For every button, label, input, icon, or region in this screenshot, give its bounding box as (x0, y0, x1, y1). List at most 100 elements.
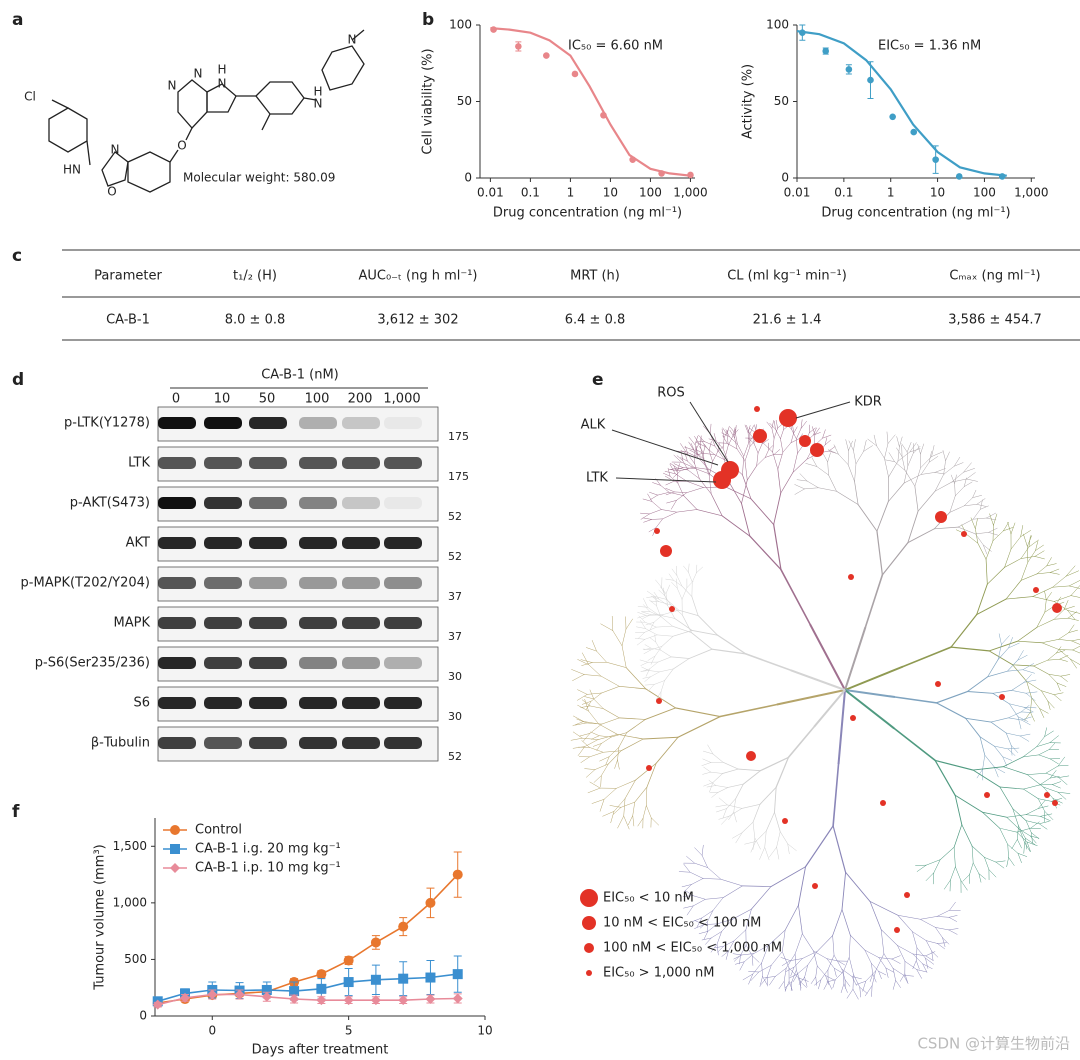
blot-marker: 52 (448, 510, 462, 523)
kinome-branch (757, 443, 763, 454)
kinome-branch (773, 449, 781, 455)
kinome-branch (742, 474, 752, 500)
kinome-branch (764, 454, 775, 458)
blot-band (158, 737, 196, 749)
blot-band (204, 617, 242, 629)
kinome-branch (934, 526, 959, 530)
kinome-branch (792, 973, 799, 982)
kinome-branch (1023, 674, 1032, 683)
kinome-branch (903, 974, 909, 984)
kinome-branch (680, 457, 688, 462)
kinome-branch (878, 970, 882, 980)
kinome-branch (1011, 839, 1018, 849)
y-axis-title: Activity (%) (741, 64, 756, 139)
kinome-branch (788, 981, 793, 991)
kinome-branch (897, 945, 906, 962)
kinome-branch (705, 897, 724, 900)
kinome-branch (750, 971, 760, 981)
kinome-branch (1038, 799, 1046, 809)
blot-band (249, 577, 287, 589)
kinome-branch (675, 578, 678, 589)
kinome-branch (828, 474, 837, 492)
kinome-branch (1007, 659, 1018, 672)
kinome-branch (681, 587, 688, 600)
kinome-branch (1058, 777, 1068, 785)
kinome-branch (848, 440, 854, 451)
kinome-branch (1026, 681, 1032, 699)
kinome-branch (610, 811, 615, 824)
blot-marker: 52 (448, 750, 462, 763)
kinome-branch (707, 867, 722, 880)
kinome-branch (687, 469, 700, 479)
kinase-hit (850, 715, 856, 721)
kinome-branch (871, 963, 874, 975)
kinome-branch (965, 717, 992, 723)
kinome-branch (966, 676, 989, 692)
kinome-branch (655, 736, 679, 764)
lane-label: 50 (259, 392, 276, 407)
kinome-branch (735, 832, 743, 844)
kinome-branch (677, 483, 684, 496)
kinome-branch (1023, 706, 1034, 713)
kinome-branch (754, 837, 761, 850)
kinome-branch (772, 438, 775, 453)
kinome-branch (1070, 595, 1080, 598)
kinome-branch (761, 945, 769, 964)
blot-band (384, 417, 422, 429)
kinome-branch (824, 437, 828, 446)
kinome-branch (755, 830, 767, 842)
kinome-branch (649, 509, 662, 515)
kinome-branch (848, 956, 854, 975)
kinome-branch (733, 929, 747, 942)
y-tick-label: 1,000 (113, 895, 147, 909)
kinome-branch (674, 618, 693, 631)
kinome-branch (577, 659, 589, 665)
kinome-branch (660, 680, 665, 693)
kinome-branch (1027, 550, 1036, 563)
kinome-branch (585, 701, 592, 710)
callout-line (615, 477, 717, 483)
kinome-branch (669, 476, 679, 484)
blot-band (158, 577, 196, 589)
kinome-branch (696, 566, 703, 573)
x-tick-label: 0.01 (477, 186, 504, 200)
ring (321, 45, 365, 91)
kinase-hit (904, 892, 910, 898)
kinome-branch (649, 661, 659, 670)
kinome-branch (833, 967, 837, 977)
kinase-label: ROS (657, 386, 685, 401)
kinome-branch (1068, 585, 1080, 589)
kinome-branch (609, 747, 620, 757)
marker (316, 995, 327, 1006)
kinome-branch (727, 783, 744, 788)
kinome-branch (759, 847, 765, 860)
blot-row-label: MAPK (114, 616, 151, 631)
kinome-branch (993, 513, 998, 526)
kinome-branch (688, 436, 696, 446)
x-tick-label: 0 (208, 1024, 216, 1038)
blot-row-label: p-MAPK(T202/Y204) (21, 576, 150, 591)
kinome-branch (1046, 563, 1057, 567)
kinome-branch (817, 935, 833, 952)
kinome-branch (1044, 727, 1047, 737)
kinome-branch (650, 817, 659, 826)
kinome-branch (782, 442, 792, 453)
kinome-branch (818, 487, 837, 492)
kinome-branch (995, 861, 1005, 869)
kinome-branch (787, 843, 790, 855)
kinome-branch (1036, 619, 1055, 628)
data-point (867, 76, 874, 84)
kinome-branch (999, 827, 1008, 845)
kinome-branch (691, 630, 718, 636)
kinome-branch (689, 449, 698, 455)
kinome-branch (714, 445, 725, 460)
kinome-branch (678, 609, 699, 616)
kinome-branch (933, 859, 941, 873)
table-cell: CA-B-1 (106, 313, 150, 328)
marker (343, 995, 354, 1006)
kinome-branch (825, 975, 835, 981)
kinome-branch (871, 963, 879, 972)
kinome-branch (723, 940, 735, 947)
data-point (490, 26, 497, 33)
data-point (687, 171, 694, 179)
